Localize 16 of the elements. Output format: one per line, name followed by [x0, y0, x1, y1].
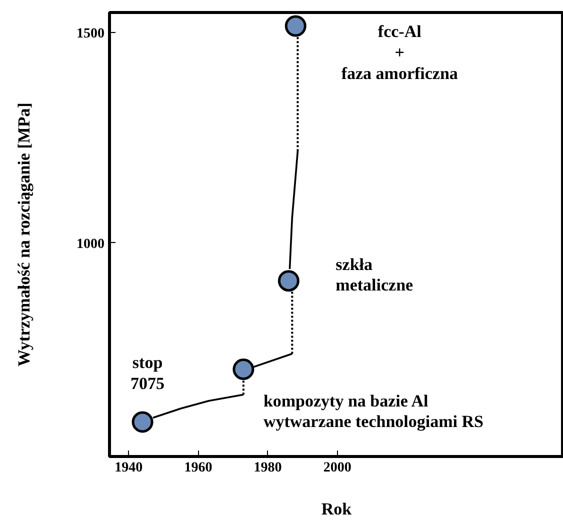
annotation: szkła metaliczne [336, 254, 414, 295]
x-axis-title: Rok [321, 500, 352, 518]
point [232, 358, 254, 380]
x-tick-label: 1980 [254, 460, 282, 476]
point [132, 411, 154, 433]
y-axis-title: Wytrzymałość na rozciąganie [MPa] [14, 102, 34, 366]
x-tick-label: 2000 [323, 460, 352, 476]
point [284, 15, 306, 37]
y-tick-label: 1500 [76, 26, 104, 42]
annotation: kompozyty na bazie Al wytwarzane technologiami RS [263, 391, 484, 432]
point [278, 270, 300, 292]
x-tick-label: 1940 [114, 460, 143, 476]
annotation: fcc-Al + faza amorficzna [341, 22, 458, 83]
x-tick-label: 1960 [184, 460, 212, 476]
y-tick-label: 1000 [76, 236, 104, 252]
annotation: stop 7075 [130, 352, 165, 393]
